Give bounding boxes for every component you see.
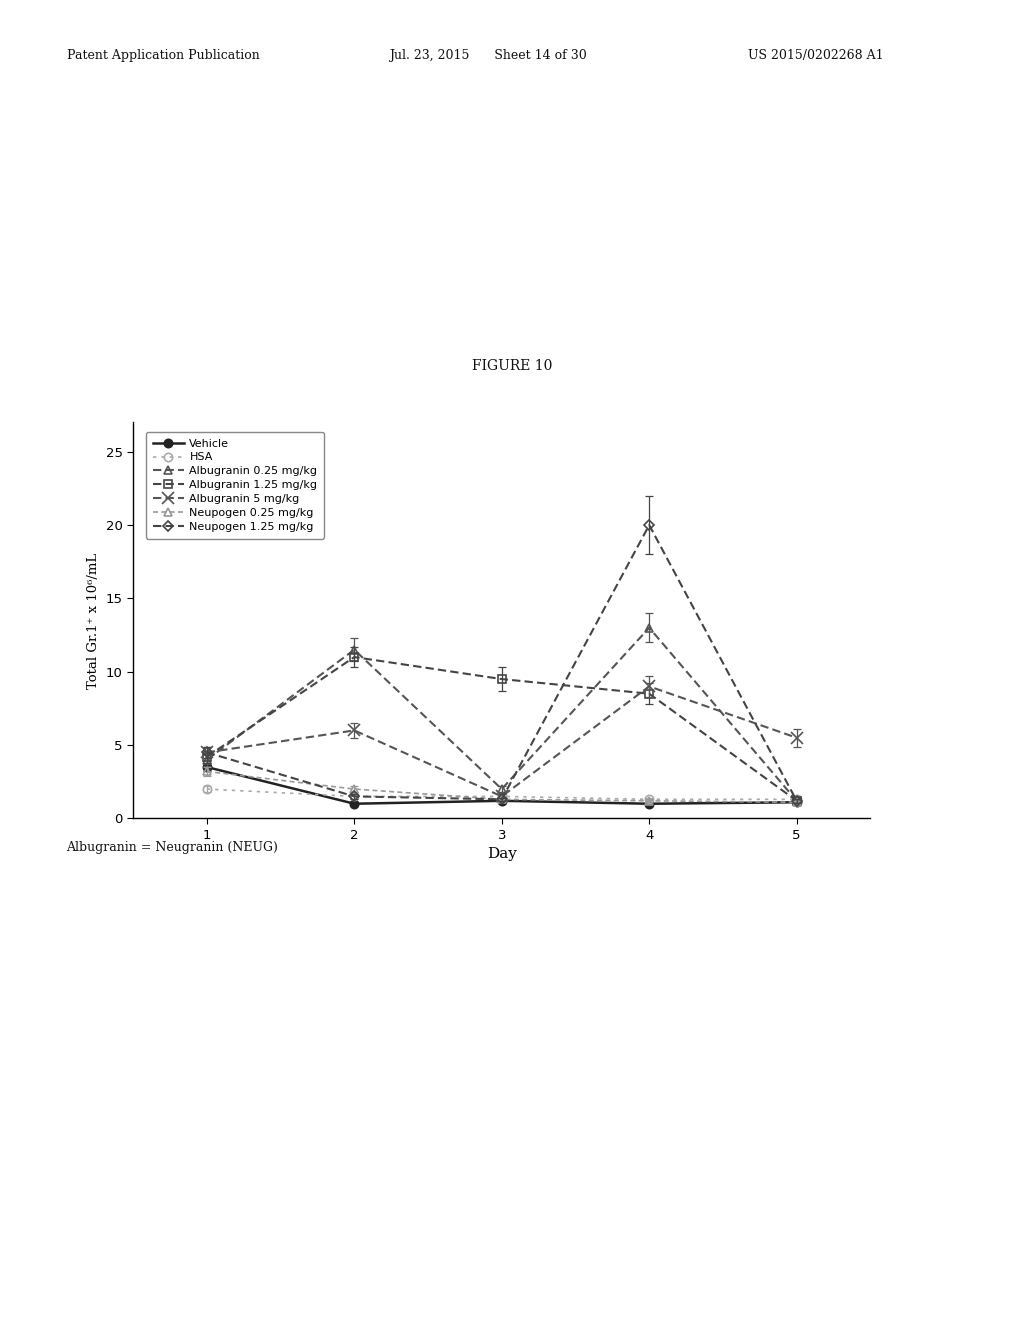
Legend: Vehicle, HSA, Albugranin 0.25 mg/kg, Albugranin 1.25 mg/kg, Albugranin 5 mg/kg, : Vehicle, HSA, Albugranin 0.25 mg/kg, Alb… xyxy=(146,432,324,539)
Text: US 2015/0202268 A1: US 2015/0202268 A1 xyxy=(748,49,883,62)
Text: Jul. 23, 2015  Sheet 14 of 30: Jul. 23, 2015 Sheet 14 of 30 xyxy=(389,49,587,62)
Text: Patent Application Publication: Patent Application Publication xyxy=(67,49,259,62)
X-axis label: Day: Day xyxy=(486,847,517,862)
Y-axis label: Total Gr.1⁺ x 10⁶/mL: Total Gr.1⁺ x 10⁶/mL xyxy=(87,552,100,689)
Text: Albugranin = Neugranin (NEUG): Albugranin = Neugranin (NEUG) xyxy=(67,841,279,854)
Text: FIGURE 10: FIGURE 10 xyxy=(472,359,552,372)
